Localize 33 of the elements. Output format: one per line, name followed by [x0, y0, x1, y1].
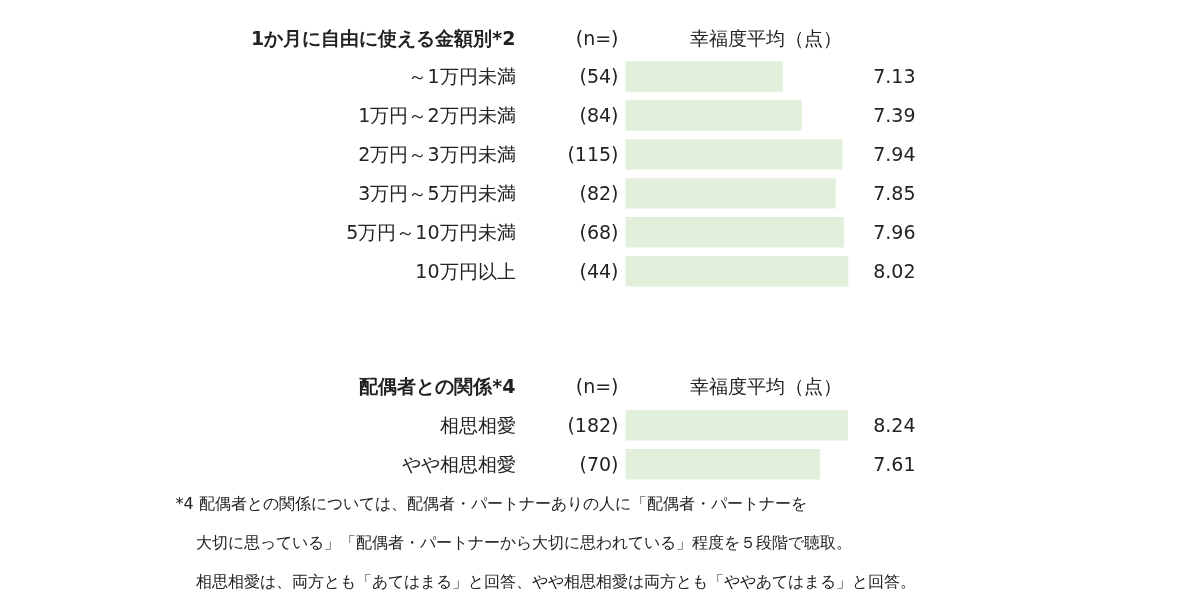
data-label: 7.85	[873, 182, 916, 205]
data-label: 8.02	[873, 260, 916, 283]
category-label: 1万円～2万円未満	[358, 104, 516, 127]
text: (182)	[567, 414, 619, 437]
text: (70)	[579, 453, 619, 476]
text: 大切に思っている」「配偶者・パートナーから大切に思われている」程度を５段階で聴取。	[195, 532, 852, 552]
data-label: 7.94	[873, 143, 916, 166]
data-label: 7.61	[873, 453, 916, 476]
category-label: やや相思相愛	[401, 453, 516, 476]
text: (82)	[579, 182, 619, 205]
text: (n=)	[575, 375, 619, 398]
data-label: 7.13	[873, 65, 916, 88]
text: 1か月に自由に使える金額別*2	[251, 26, 516, 49]
category-label: 3万円～5万円未満	[358, 182, 516, 205]
category-label: ～1万円未満	[408, 65, 516, 88]
text: 相思相愛は、両方とも「あてはまる」と回答、やや相思相愛は両方とも「ややあてはまる」と回答。	[195, 571, 916, 591]
text: 幸福度平均（点）	[689, 375, 842, 398]
category-label: 5万円～10万円未満	[346, 221, 516, 244]
text: 幸福度平均（点）	[689, 26, 842, 49]
text: (44)	[579, 260, 619, 283]
text: 配偶者との関係*4	[359, 375, 516, 398]
text: (54)	[579, 65, 619, 88]
category-label: 10万円以上	[415, 260, 516, 283]
category-label: 2万円～3万円未満	[358, 143, 516, 166]
text: (68)	[579, 221, 619, 244]
text: (84)	[579, 104, 619, 127]
text: (n=)	[575, 26, 619, 49]
category-label: 相思相愛	[439, 414, 516, 437]
data-label: 8.24	[873, 414, 916, 437]
text: (115)	[567, 143, 619, 166]
data-label: 7.96	[873, 221, 916, 244]
data-label: 7.39	[873, 104, 916, 127]
text: *4 配偶者との関係については、配偶者・パートナーありの人に「配偶者・パートナーを	[175, 493, 807, 513]
